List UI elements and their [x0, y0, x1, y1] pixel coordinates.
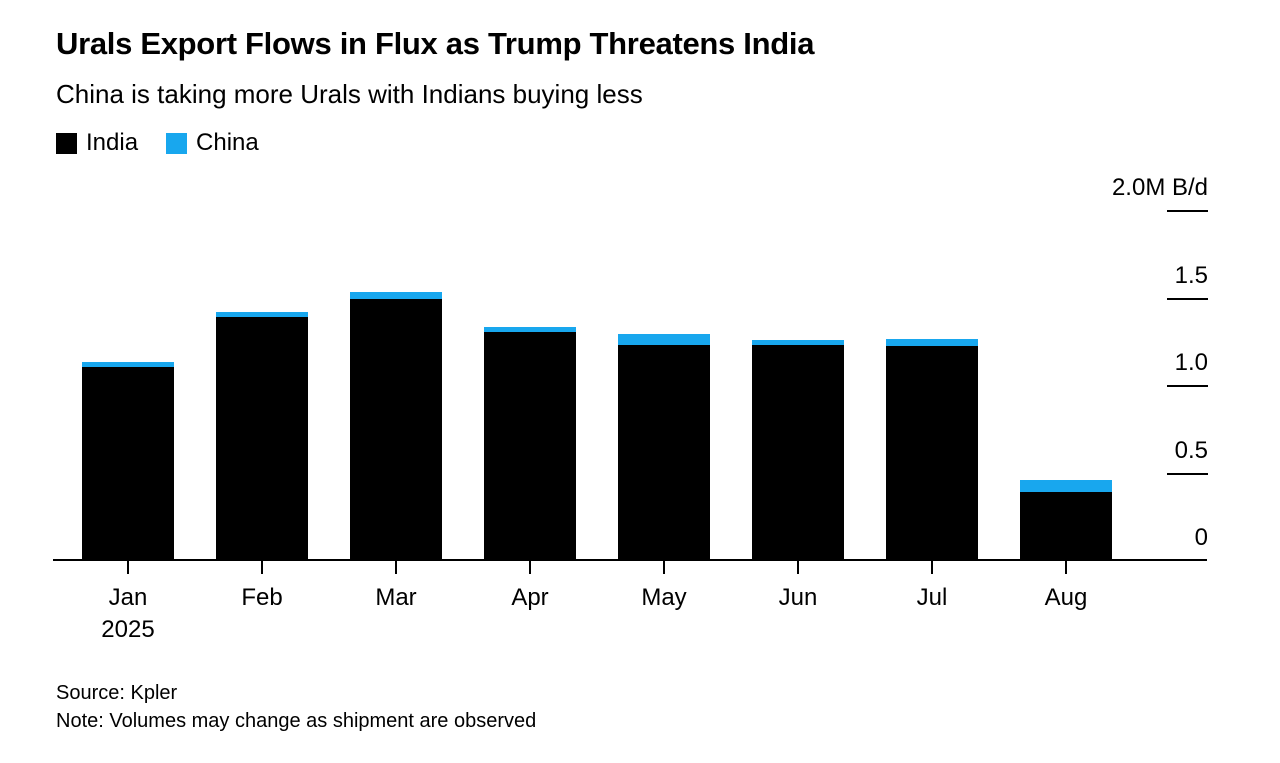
x-label-mar: Mar [375, 584, 417, 611]
x-axis-line [53, 559, 1207, 561]
legend: India China [56, 129, 259, 157]
bar-jul [886, 339, 978, 560]
x-label-aug: Aug [1044, 584, 1088, 611]
y-label-2.0: 2.0M B/d [1111, 174, 1208, 201]
bar-segment-india-aug [1020, 492, 1112, 560]
bar-segment-india-apr [484, 332, 576, 560]
x-tick-mar [395, 561, 397, 574]
bar-segment-india-mar [350, 299, 442, 560]
x-tick-aug [1065, 561, 1067, 574]
bar-segment-china-feb [216, 312, 308, 317]
bar-segment-india-jun [752, 345, 844, 560]
chart-title: Urals Export Flows in Flux as Trump Thre… [56, 26, 815, 61]
x-label-feb: Feb [241, 584, 283, 611]
x-tick-may [663, 561, 665, 574]
legend-item-china: China [166, 129, 259, 157]
bar-mar [350, 292, 442, 560]
bar-jun [752, 340, 844, 560]
bar-segment-china-may [618, 334, 710, 345]
bar-segment-india-jul [886, 346, 978, 560]
chart-subtitle: China is taking more Urals with Indians … [56, 79, 643, 109]
x-label-apr: Apr [511, 584, 549, 611]
y-label-1.5: 1.5 [1174, 261, 1208, 289]
bar-segment-india-feb [216, 317, 308, 560]
y-tick-1.0 [1167, 385, 1208, 387]
x-tick-jun [797, 561, 799, 574]
x-tick-jan [127, 561, 129, 574]
bar-apr [484, 327, 576, 560]
china-swatch-icon [166, 132, 188, 154]
x-tick-feb [261, 561, 263, 574]
note-text: Note: Volumes may change as shipment are… [56, 710, 537, 732]
y-label-0.5: 0.5 [1174, 436, 1208, 464]
source-text: Source: Kpler [56, 682, 178, 704]
legend-label-china: China [196, 129, 259, 156]
bar-aug [1020, 480, 1112, 560]
x-label-jun: Jun [778, 584, 818, 611]
x-tick-jul [931, 561, 933, 574]
x-label-jan: Jan [108, 584, 148, 611]
y-tick-2.0 [1167, 210, 1208, 212]
bar-segment-china-jun [752, 340, 844, 345]
bar-segment-china-apr [484, 327, 576, 332]
bar-may [618, 334, 710, 560]
bar-jan [82, 362, 174, 560]
legend-item-india: India [56, 129, 138, 157]
bar-segment-china-jan [82, 362, 174, 367]
bar-segment-india-may [618, 345, 710, 560]
y-tick-0.5 [1167, 472, 1208, 475]
bar-segment-china-mar [350, 292, 442, 299]
y-label-0: 0 [1194, 524, 1208, 551]
x-tick-apr [529, 561, 531, 574]
bar-feb [216, 312, 308, 560]
bar-segment-china-jul [886, 339, 978, 346]
x-label-may: May [641, 584, 687, 611]
bar-segment-india-jan [82, 367, 174, 560]
x-sublabel-year: 2025 [101, 616, 155, 643]
legend-label-india: India [86, 129, 139, 156]
y-label-1.0: 1.0 [1174, 349, 1208, 376]
india-swatch-icon [56, 132, 77, 154]
y-tick-1.5 [1167, 297, 1208, 300]
bar-segment-china-aug [1020, 480, 1112, 492]
x-label-jul: Jul [916, 584, 948, 611]
